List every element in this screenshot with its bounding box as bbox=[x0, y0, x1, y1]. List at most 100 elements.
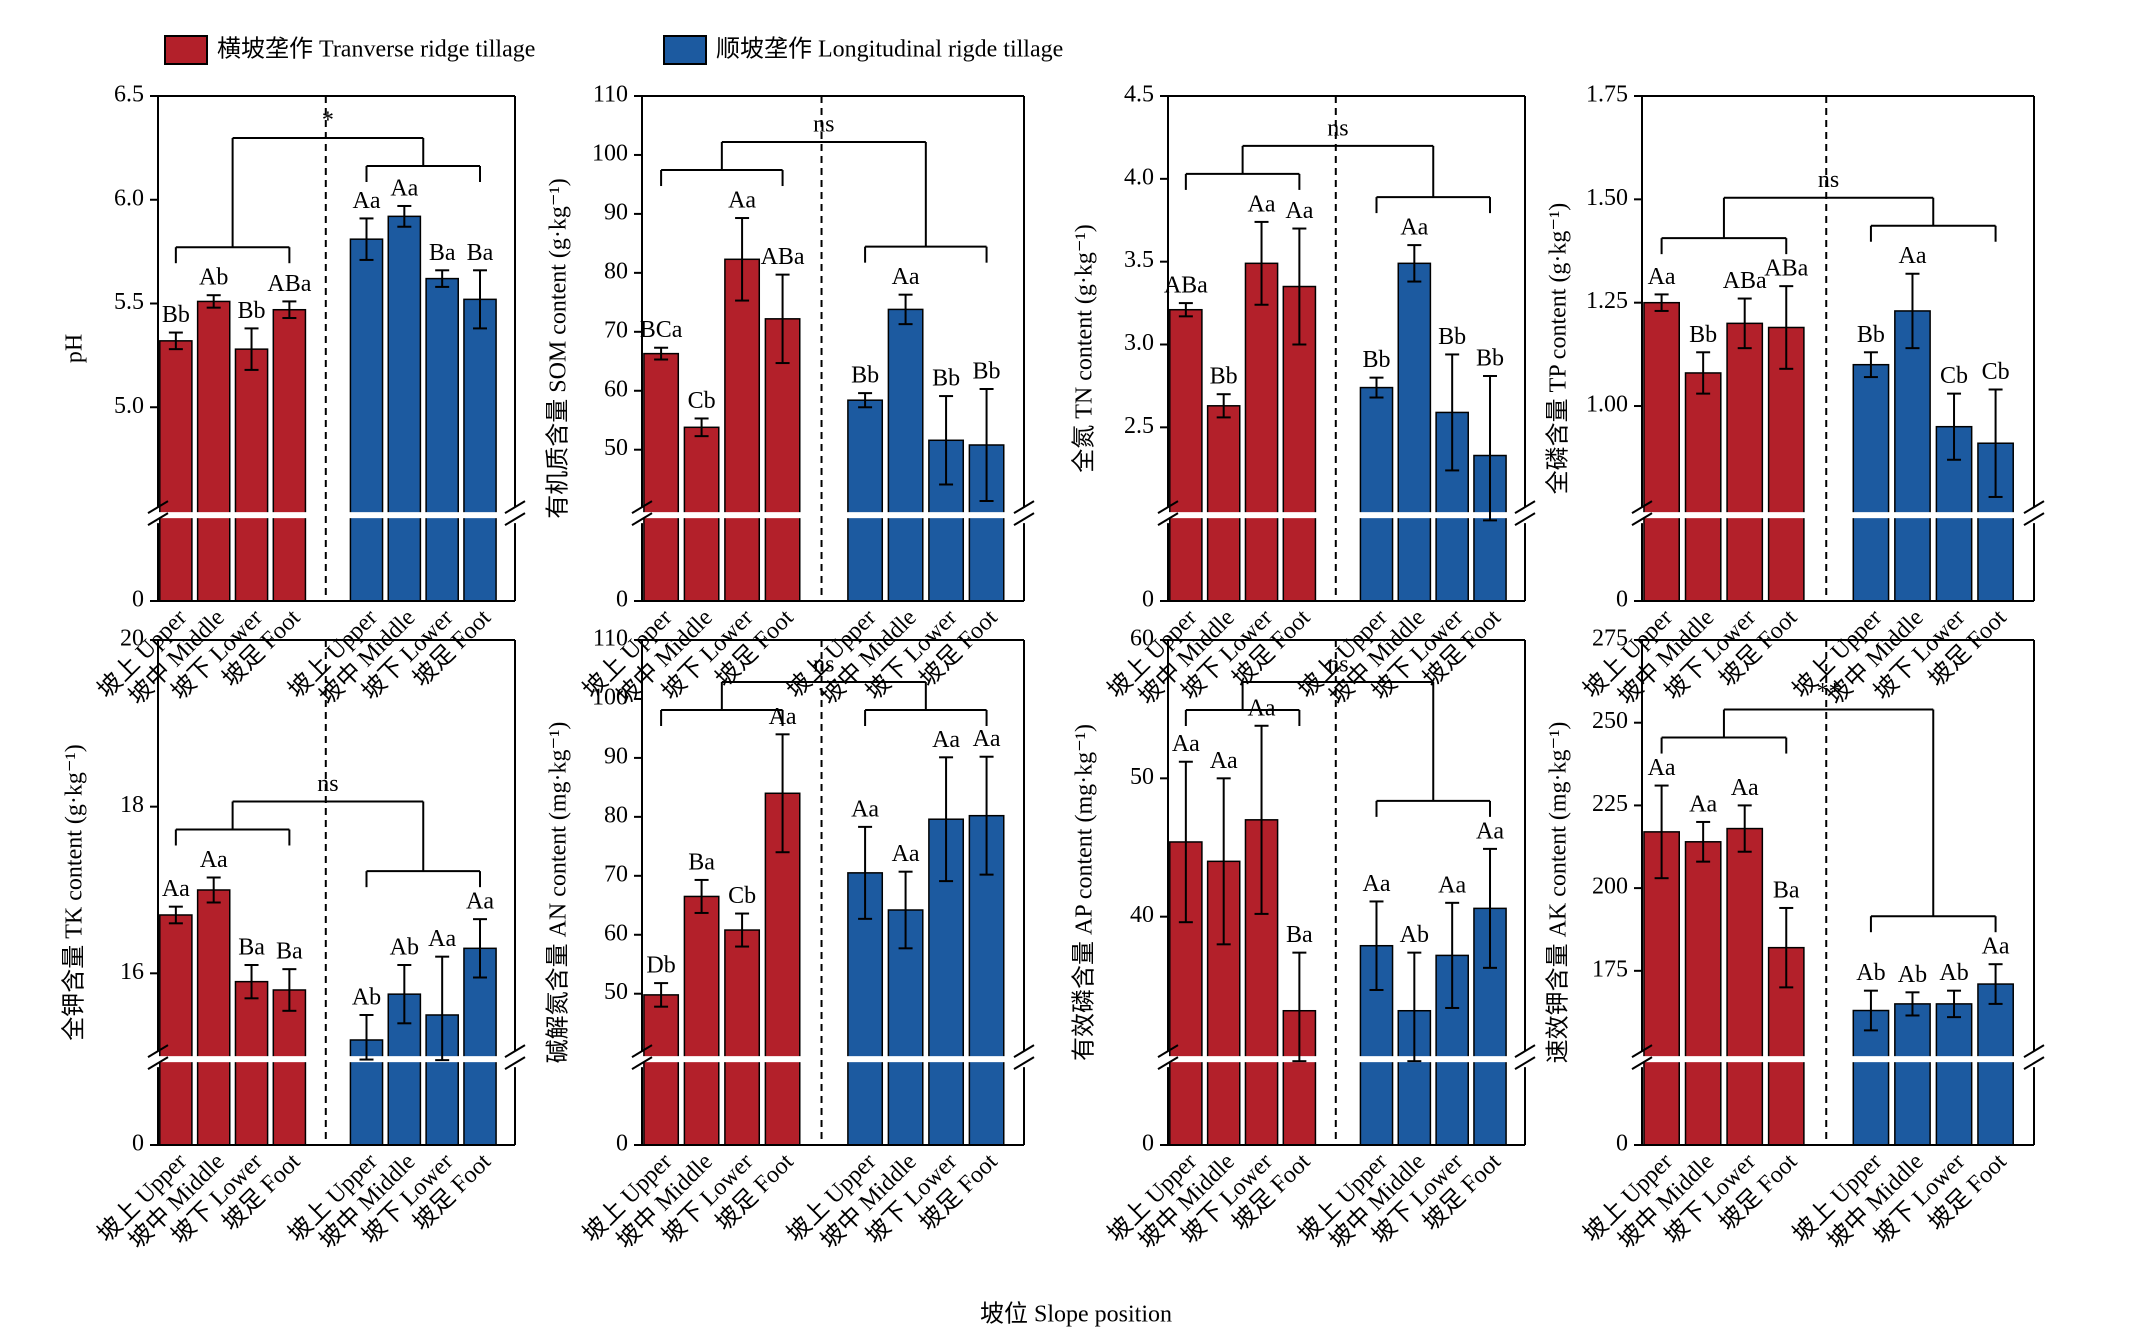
significance-letter: Aa bbox=[1689, 791, 1717, 817]
y-tick-label: 175 bbox=[1592, 956, 1628, 982]
y-tick-label: 250 bbox=[1592, 708, 1628, 734]
significance-letter: Ba bbox=[1773, 877, 1800, 903]
significance-letter: Aa bbox=[1982, 934, 2010, 960]
axis-break-mark bbox=[631, 1044, 653, 1059]
bar bbox=[1244, 262, 1279, 602]
bar bbox=[1767, 326, 1805, 602]
significance-letter: Aa bbox=[390, 175, 418, 201]
y-tick-label: 70 bbox=[604, 317, 628, 343]
axis-break-mark bbox=[1631, 1044, 1653, 1059]
y-tick-label: 16 bbox=[120, 959, 144, 985]
significance-letter: Aa bbox=[1648, 264, 1676, 290]
significance-letter: BCa bbox=[640, 317, 683, 343]
y-tick-label: 0 bbox=[1616, 587, 1628, 613]
y-tick-label: 110 bbox=[593, 82, 628, 108]
bar bbox=[887, 308, 924, 602]
legend-label: 顺坡垄作 Longitudinal rigde tillage bbox=[716, 36, 1063, 63]
y-tick-label: 1.00 bbox=[1586, 392, 1628, 418]
y-tick-label: 2.5 bbox=[1124, 413, 1154, 439]
legend-swatch bbox=[164, 35, 208, 65]
significance-letter: Ba bbox=[238, 934, 265, 960]
y-tick-label: 50 bbox=[1130, 764, 1154, 790]
significance-letter: Aa bbox=[851, 796, 879, 822]
axis-break-mark bbox=[1514, 500, 1536, 515]
significance-label: * bbox=[322, 108, 334, 134]
axis-break-gap bbox=[1643, 512, 2033, 519]
bar bbox=[1359, 386, 1394, 602]
legend-swatch bbox=[663, 35, 707, 65]
bar bbox=[234, 348, 269, 602]
axis-break-mark bbox=[1514, 512, 1536, 527]
y-tick-label: 80 bbox=[604, 258, 628, 284]
significance-letter: Ab bbox=[1898, 962, 1927, 988]
y-tick-label: 0 bbox=[1142, 587, 1154, 613]
legend-label: 横坡垄作 Tranverse ridge tillage bbox=[217, 36, 535, 63]
y-tick-label: 70 bbox=[604, 861, 628, 887]
axis-break-mark bbox=[1013, 512, 1035, 527]
bar bbox=[463, 298, 497, 602]
significance-letter: Ba bbox=[467, 240, 494, 266]
y-tick-label: 90 bbox=[604, 743, 628, 769]
bar bbox=[1684, 841, 1722, 1146]
significance-letter: Ab bbox=[199, 265, 228, 291]
bar bbox=[1852, 363, 1890, 602]
bar bbox=[425, 277, 459, 602]
significance-letter: Ba bbox=[276, 939, 303, 965]
axis-break-mark bbox=[2023, 512, 2045, 527]
bar bbox=[1894, 1003, 1931, 1146]
significance-letter: Aa bbox=[1172, 731, 1200, 757]
y-tick-label: 1.25 bbox=[1586, 288, 1628, 314]
axis-break-mark bbox=[631, 1056, 653, 1071]
significance-letter: ABa bbox=[761, 244, 805, 270]
y-tick-label: 4.5 bbox=[1124, 82, 1154, 108]
significance-label: ns bbox=[813, 112, 834, 138]
axis-break-mark bbox=[1631, 1056, 1653, 1071]
axis-break-mark bbox=[2023, 1044, 2045, 1059]
bar bbox=[1684, 372, 1722, 602]
significance-letter: Ab bbox=[1400, 922, 1429, 948]
significance-letter: Aa bbox=[1248, 695, 1276, 721]
axis-break-mark bbox=[504, 500, 526, 515]
significance-letter: ABa bbox=[267, 271, 311, 297]
axis-break-gap bbox=[1643, 1056, 2033, 1063]
bar bbox=[1852, 1009, 1890, 1146]
axis-break-mark bbox=[1514, 1056, 1536, 1071]
y-tick-label: 18 bbox=[120, 792, 144, 818]
significance-letter: Ab bbox=[1939, 960, 1968, 986]
axis-break-mark bbox=[504, 1056, 526, 1071]
axis-break-mark bbox=[504, 512, 526, 527]
significance-letter: Aa bbox=[728, 188, 756, 214]
significance-letter: Aa bbox=[466, 889, 494, 915]
y-tick-label: 0 bbox=[616, 587, 628, 613]
significance-letter: Ba bbox=[688, 849, 715, 875]
significance-letter: ABa bbox=[1723, 268, 1767, 294]
axis-break-mark bbox=[1013, 1044, 1035, 1059]
bar bbox=[1643, 301, 1680, 602]
y-tick-label: 0 bbox=[616, 1131, 628, 1157]
y-tick-label: 90 bbox=[604, 199, 628, 225]
significance-letter: Ab bbox=[1856, 960, 1885, 986]
significance-letter: Aa bbox=[892, 264, 920, 290]
y-tick-label: 200 bbox=[1592, 874, 1628, 900]
y-tick-label: 1.75 bbox=[1586, 82, 1628, 108]
axis-break-mark bbox=[1631, 500, 1653, 515]
axis-break-mark bbox=[631, 512, 653, 527]
y-tick-label: 0 bbox=[1142, 1131, 1154, 1157]
bar bbox=[463, 947, 497, 1146]
significance-letter: Cb bbox=[688, 388, 716, 414]
significance-letter: Aa bbox=[1400, 215, 1428, 241]
significance-letter: Bb bbox=[851, 363, 879, 389]
significance-letter: Bb bbox=[1210, 364, 1238, 390]
significance-letter: Cb bbox=[728, 883, 756, 909]
y-axis-label: 速效钾含量 AK content (mg·kg⁻¹) bbox=[1545, 722, 1572, 1064]
y-tick-label: 100 bbox=[592, 684, 628, 710]
significance-label: ns bbox=[1327, 652, 1348, 678]
bar bbox=[724, 929, 761, 1146]
bar bbox=[159, 340, 193, 602]
significance-letter: ABa bbox=[1164, 273, 1208, 299]
axis-break-mark bbox=[147, 512, 169, 527]
axis-break-mark bbox=[1631, 512, 1653, 527]
axis-break-gap bbox=[643, 512, 1023, 519]
y-tick-label: 275 bbox=[1592, 626, 1628, 652]
significance-letter: Aa bbox=[1285, 198, 1313, 224]
